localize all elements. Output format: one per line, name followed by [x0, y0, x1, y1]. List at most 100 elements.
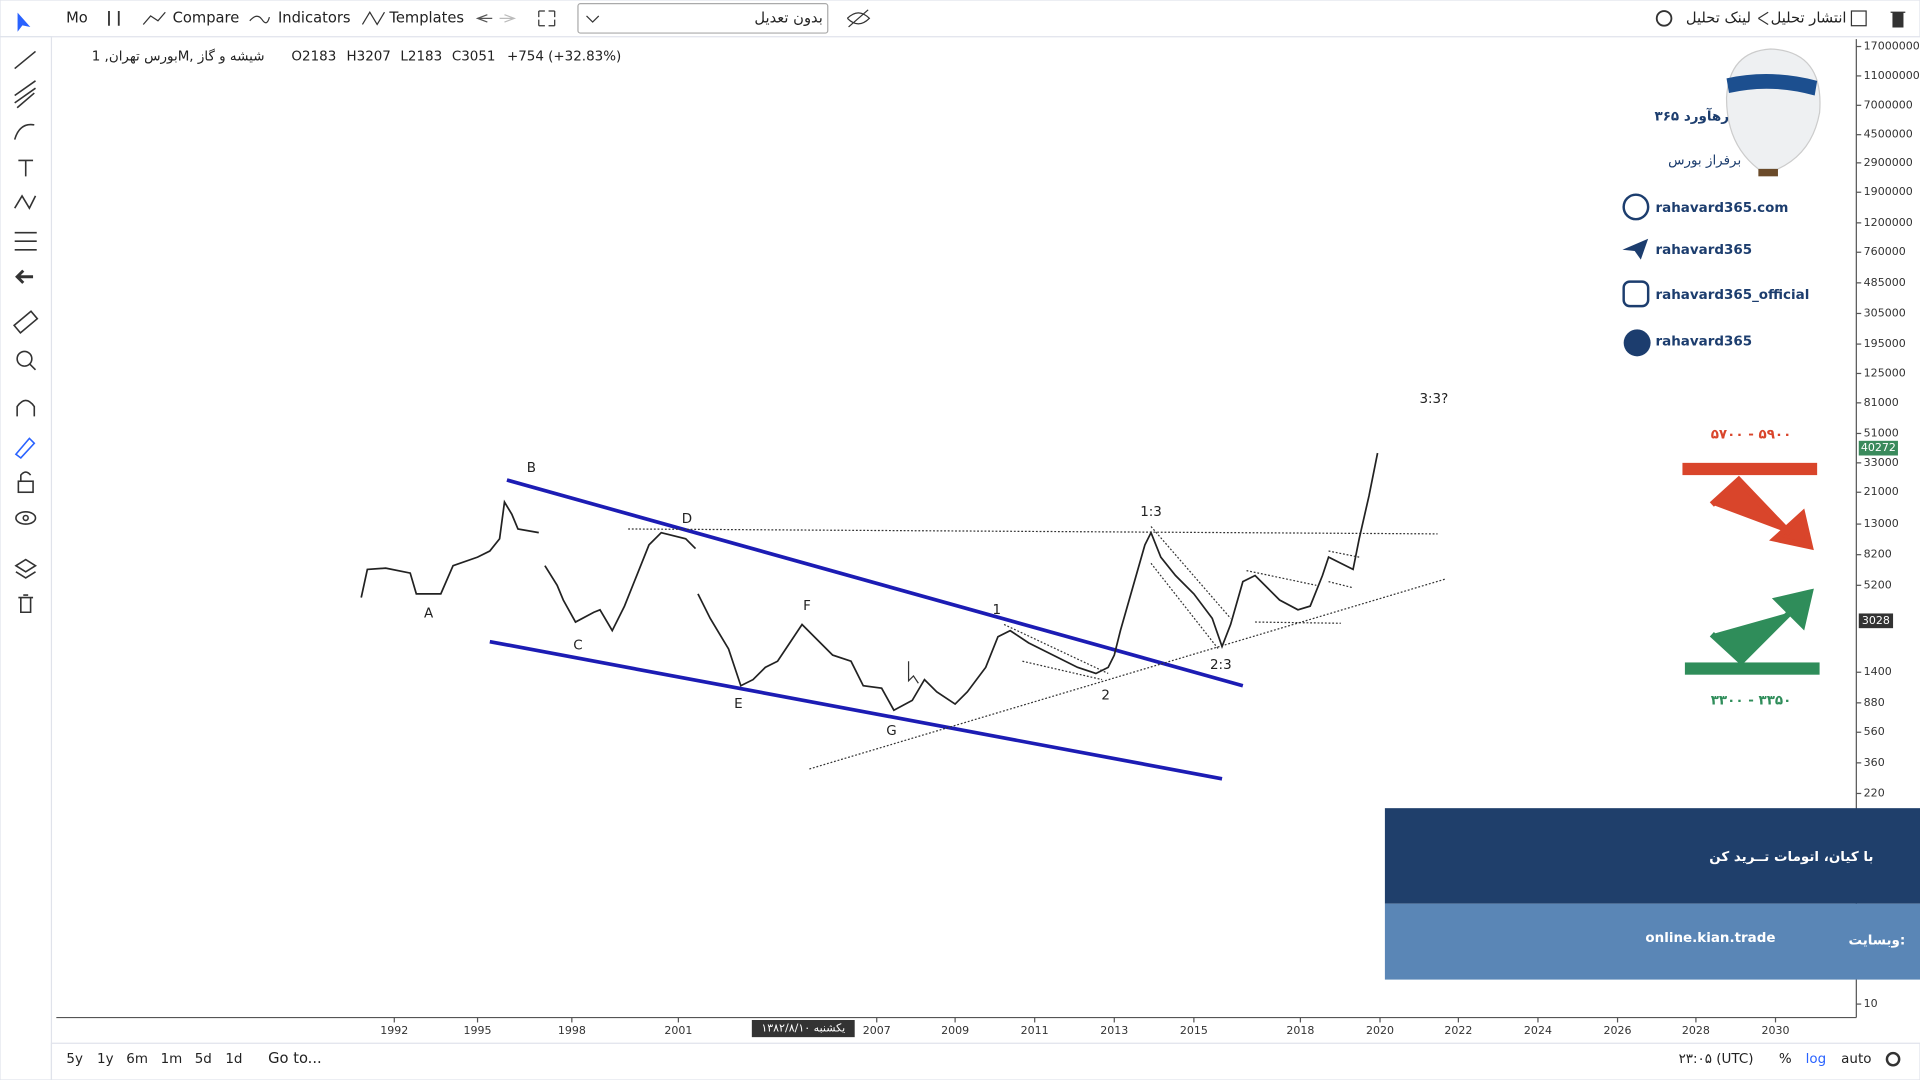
price-tick-label: 7000000: [1864, 98, 1913, 111]
pattern-lines: [1003, 526, 1360, 681]
adjustment-dropdown[interactable]: [577, 3, 829, 34]
share-icon: [1758, 11, 1769, 26]
time-tick-label: 2009: [941, 1024, 969, 1037]
banner-bottom: [1384, 903, 1920, 980]
wave-label: 1: [992, 603, 1001, 618]
price-tick-label: 13000: [1864, 517, 1899, 530]
range-button[interactable]: 5y: [66, 1052, 83, 1067]
social-link[interactable]: rahavard365.com: [1656, 201, 1789, 216]
cursor: [907, 661, 919, 684]
legend-high: H3207: [347, 49, 391, 64]
range-button[interactable]: 6m: [126, 1052, 148, 1067]
range-button[interactable]: 1m: [161, 1052, 183, 1067]
range-button[interactable]: 1y: [97, 1052, 114, 1067]
crosshair-date-tag: [751, 1020, 855, 1038]
banner-site[interactable]: online.kian.trade: [1645, 931, 1775, 946]
price-tick-label: 305000: [1864, 306, 1906, 319]
chart-type-icon[interactable]: [108, 11, 120, 26]
left-toolbar: [0, 36, 53, 1080]
time-tick-label: 2022: [1444, 1024, 1472, 1037]
telegram-icon: [1622, 238, 1649, 260]
social-link[interactable]: rahavard365: [1656, 335, 1753, 350]
legend-close: C3051: [452, 49, 496, 64]
price-tick-label: 760000: [1864, 245, 1906, 258]
time-tick-label: 1998: [558, 1024, 586, 1037]
price-tick-label: 8200: [1864, 548, 1892, 561]
adjustment-value: بدون تعدیل: [754, 9, 822, 26]
hide-button[interactable]: [846, 9, 871, 28]
publish-icon: [1850, 10, 1867, 27]
instagram-icon: [1622, 280, 1650, 308]
slogan: برفراز بورس: [1668, 153, 1741, 168]
clock: ۲۳:۰۵ (UTC): [1679, 1052, 1754, 1067]
range-buttons: 5y 1y 6m 1m 5d 1d: [66, 1052, 242, 1067]
wave-label: G: [886, 724, 896, 739]
time-tick-label: 2018: [1286, 1024, 1314, 1037]
trend-line: [809, 578, 1446, 770]
price-tick-label: 360: [1864, 756, 1885, 769]
last-price: 40272: [1861, 441, 1896, 454]
last-price-tag: [1858, 440, 1898, 456]
price-path: [360, 499, 539, 598]
bottom-toolbar: [50, 1042, 1920, 1080]
range-button[interactable]: 5d: [195, 1052, 212, 1067]
legend-symbol: بورس تهران, 1M, شیشه و گاز: [92, 47, 265, 64]
crosshair-date: یکشنبه ۱۳۸۲/۸/۱۰: [761, 1022, 845, 1035]
wave-label: C: [573, 638, 582, 653]
social-link[interactable]: rahavard365_official: [1656, 288, 1810, 303]
undo-button[interactable]: [475, 14, 493, 23]
share-link-button[interactable]: لینک تحلیل: [1686, 9, 1751, 26]
templates-icon[interactable]: [361, 11, 386, 26]
aparat-icon: [1623, 329, 1651, 357]
settings-button[interactable]: [1655, 10, 1673, 27]
support-bar: [1684, 662, 1820, 675]
legend-change: +754 (+32.83%): [507, 49, 621, 64]
price-tick-label: 1900000: [1864, 185, 1913, 198]
price-tick-label: 220: [1864, 786, 1885, 799]
time-tick-label: 2026: [1604, 1024, 1632, 1037]
auto-toggle[interactable]: auto: [1841, 1052, 1871, 1067]
symbol-button[interactable]: Mo: [66, 9, 88, 26]
legend-low: L2183: [400, 49, 442, 64]
web-icon: [1622, 193, 1650, 221]
price-tick-label: 5200: [1864, 578, 1892, 591]
goto-button[interactable]: Go to...: [268, 1050, 322, 1067]
time-tick-label: 1995: [464, 1024, 492, 1037]
price-tick-label: 33000: [1864, 456, 1899, 469]
fullscreen-button[interactable]: [538, 10, 556, 27]
resistance-line: [628, 528, 1438, 535]
price-tick-label: 10: [1864, 997, 1878, 1010]
price-tick-label: 81000: [1864, 396, 1899, 409]
indicators-icon[interactable]: [249, 15, 270, 24]
settings-button[interactable]: [1885, 1051, 1901, 1067]
price-tick-label: 1200000: [1864, 216, 1913, 229]
support-target: ۳۳۰۰ - ۳۳۵۰: [1711, 693, 1792, 708]
compare-button[interactable]: Compare: [173, 9, 240, 26]
price-path: [544, 531, 697, 633]
delete-button[interactable]: [1890, 11, 1906, 28]
wave-label: F: [803, 599, 811, 614]
templates-button[interactable]: Templates: [388, 9, 464, 26]
marker-price-tag: [1858, 613, 1894, 629]
publish-button[interactable]: انتشار تحلیل: [1771, 9, 1847, 26]
log-toggle[interactable]: log: [1806, 1052, 1827, 1067]
banner-top: [1384, 808, 1920, 904]
compare-icon[interactable]: [142, 11, 166, 25]
price-tick-label: 2900000: [1864, 156, 1913, 169]
social-links: rahavard365.com rahavard365 rahavard365_of…: [1656, 201, 1810, 349]
price-tick-label: 11000000: [1864, 69, 1920, 82]
down-arrow: [1709, 475, 1814, 551]
social-link[interactable]: rahavard365: [1656, 243, 1753, 258]
banner-site-label: وبسایت:: [1848, 933, 1905, 948]
wave-label: 2:3: [1210, 658, 1232, 673]
up-arrow: [1709, 588, 1814, 666]
percent-toggle[interactable]: %: [1779, 1052, 1792, 1067]
range-button[interactable]: 1d: [225, 1052, 242, 1067]
indicators-button[interactable]: Indicators: [278, 9, 351, 26]
price-tick-label: 21000: [1864, 485, 1899, 498]
drawing-tools[interactable]: [13, 12, 39, 614]
time-tick-label: 2020: [1366, 1024, 1394, 1037]
price-path: [697, 452, 1379, 712]
redo-button[interactable]: [499, 14, 517, 23]
